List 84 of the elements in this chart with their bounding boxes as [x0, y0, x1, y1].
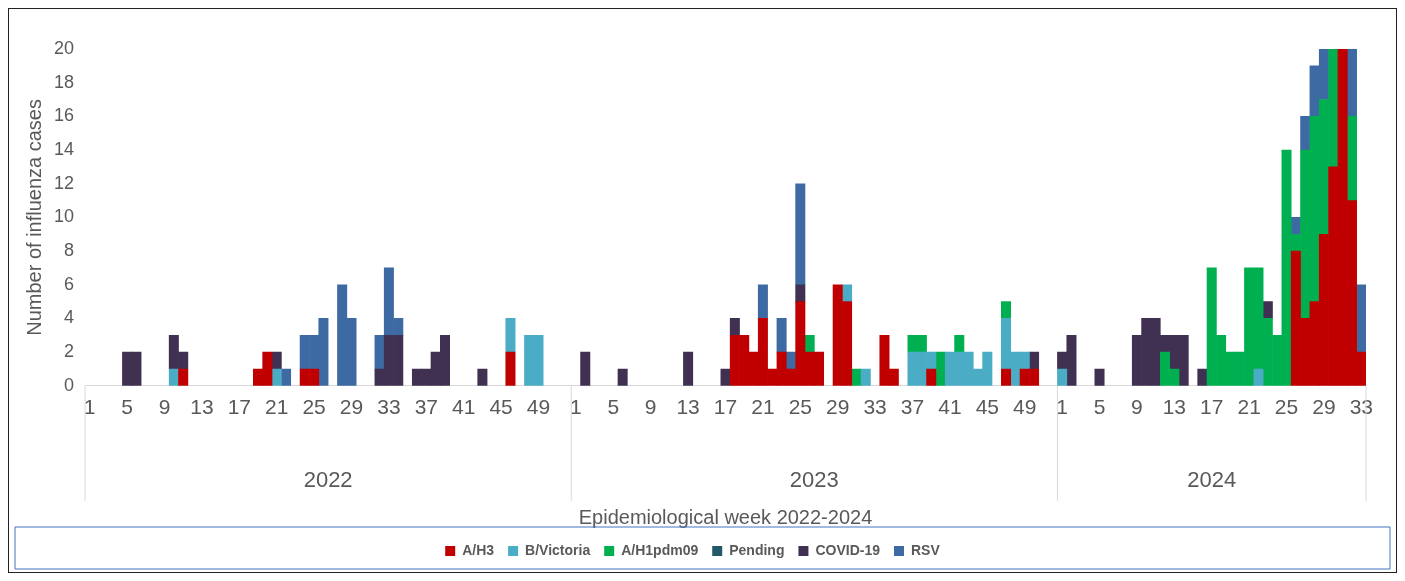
y-tick-label: 18 — [53, 71, 75, 92]
x-tick-label: 17 — [1200, 395, 1224, 419]
x-tick-label: 9 — [644, 395, 657, 419]
bar — [505, 351, 516, 386]
y-tick-label: 0 — [64, 374, 75, 395]
x-tick-label: 25 — [788, 395, 812, 419]
x-tick-label: 29 — [826, 395, 850, 419]
x-tick-label: 29 — [1312, 395, 1336, 419]
y-tick-label: 2 — [64, 341, 75, 362]
x-tick-label: 37 — [900, 395, 925, 419]
bar — [617, 368, 628, 386]
x-tick-label: 33 — [1349, 395, 1373, 419]
legend-label: B/Victoria — [525, 541, 591, 558]
x-tick-label: 21 — [1237, 395, 1261, 419]
x-tick-label: 21 — [751, 395, 775, 419]
legend-label: A/H3 — [462, 541, 495, 558]
bar — [1001, 368, 1012, 386]
text: 2023 — [789, 466, 839, 492]
x-tick-label: 45 — [489, 395, 513, 419]
bar — [1253, 368, 1264, 386]
bar — [505, 318, 516, 353]
x-tick-label: 33 — [377, 395, 401, 419]
bar — [683, 351, 694, 386]
y-tick-label: 12 — [53, 172, 75, 193]
bar — [954, 334, 965, 353]
x-tick-label: 17 — [713, 395, 738, 419]
x-tick-label: 41 — [938, 395, 962, 419]
y-tick-label: 6 — [64, 273, 75, 294]
bar — [1197, 368, 1208, 386]
bar — [1356, 284, 1366, 353]
x-tick-label: 13 — [1162, 395, 1186, 419]
bar — [271, 368, 282, 386]
bar — [795, 183, 806, 286]
y-tick-label: 14 — [53, 139, 75, 160]
x-tick-label: 25 — [1274, 395, 1299, 419]
y-axis-title: Number of influenza cases — [22, 99, 45, 336]
y-tick-label: 20 — [53, 37, 75, 58]
x-tick-label: 13 — [676, 395, 700, 419]
legend-label: Pending — [729, 541, 785, 558]
bar — [757, 284, 768, 319]
bar — [580, 351, 591, 386]
x-tick-label: 1 — [570, 395, 582, 419]
bar — [271, 351, 282, 370]
bar — [1094, 368, 1105, 386]
y-tick-label: 10 — [53, 206, 75, 227]
x-tick-label: 1 — [83, 395, 96, 419]
bar — [926, 368, 937, 386]
x-tick-label: 25 — [302, 395, 326, 419]
x-tick-label: 21 — [265, 395, 289, 419]
x-tick-label: 5 — [607, 395, 620, 419]
x-tick-label: 33 — [863, 395, 887, 419]
legend-label: COVID-19 — [815, 541, 881, 558]
x-tick-label: 49 — [526, 395, 551, 419]
x-tick-label: 1 — [1056, 395, 1068, 419]
bar — [729, 318, 740, 336]
bar — [178, 368, 189, 386]
bar — [795, 284, 806, 302]
bar — [1300, 116, 1311, 151]
x-tick-label: 17 — [227, 395, 251, 419]
text: 2024 — [1187, 466, 1237, 492]
x-tick-label: 49 — [1013, 395, 1037, 419]
x-tick-label: 9 — [1131, 395, 1143, 419]
text: 2022 — [303, 466, 353, 492]
legend-label: A/H1pdm09 — [621, 541, 699, 558]
bar — [804, 334, 815, 353]
x-tick-label: 9 — [158, 395, 171, 419]
y-tick-label: 8 — [64, 240, 75, 261]
x-tick-label: 13 — [190, 395, 214, 419]
x-tick-label: 5 — [121, 395, 133, 419]
x-tick-label: 29 — [339, 395, 364, 419]
bar — [1001, 301, 1012, 319]
x-tick-label: 37 — [414, 395, 438, 419]
y-tick-label: 4 — [64, 307, 75, 328]
x-tick-label: 45 — [975, 395, 999, 419]
bar — [860, 368, 871, 386]
bar — [776, 318, 787, 353]
bar — [477, 368, 488, 386]
bar — [1262, 301, 1273, 319]
x-axis-title: Epidemiological week 2022-2024 — [578, 505, 873, 528]
bar — [1057, 368, 1068, 386]
x-tick-label: 5 — [1093, 395, 1106, 419]
y-tick-label: 16 — [53, 105, 75, 126]
x-tick-label: 41 — [452, 395, 476, 419]
legend-label: RSV — [911, 541, 941, 558]
